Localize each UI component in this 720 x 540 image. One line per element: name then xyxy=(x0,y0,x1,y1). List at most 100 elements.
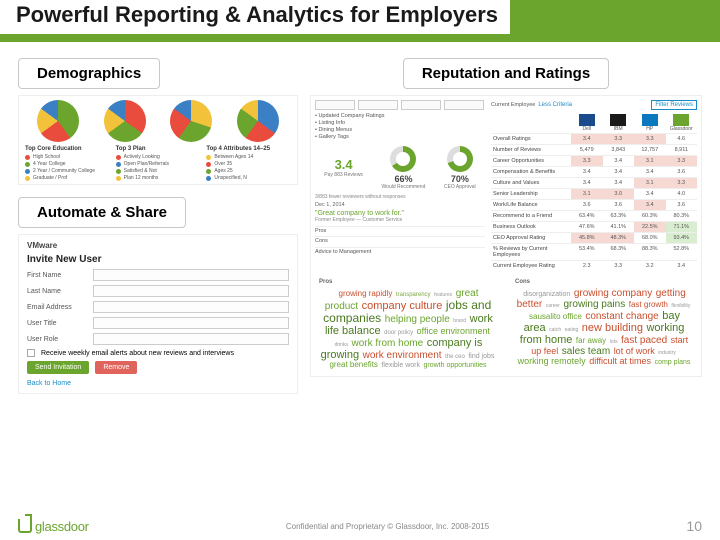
back-link[interactable]: Back to Home xyxy=(27,380,289,387)
wordcloud-word: career xyxy=(546,303,560,309)
legend-column: Top 4 Attributes 14–25Between Ages 14Ove… xyxy=(206,146,291,182)
metric-cell: 3.4 xyxy=(571,166,603,177)
text-input[interactable] xyxy=(93,333,289,345)
legend-item: Actively Looking xyxy=(116,154,201,160)
metric-cell: 3.3 xyxy=(603,133,635,144)
wordcloud-word: the ceo xyxy=(445,354,465,360)
metric-label: Business Outlook xyxy=(491,221,571,232)
review-section-label: Pros xyxy=(315,226,485,237)
wordcloud-word: working remotely xyxy=(518,356,586,366)
send-invitation-button[interactable]: Send Invitation xyxy=(27,361,89,374)
legend-dot xyxy=(25,155,30,160)
filter-reviews-button[interactable]: Filter Reviews xyxy=(651,100,697,110)
legend-text: High School xyxy=(33,154,60,160)
legend-dot xyxy=(25,169,30,174)
filter-select-1[interactable] xyxy=(315,100,355,110)
wordcloud-word: features xyxy=(434,292,452,298)
filter-select-3[interactable] xyxy=(401,100,441,110)
field-label: Last Name xyxy=(27,288,87,295)
legend-dot xyxy=(116,176,121,181)
demographics-legends: Top Core EducationHigh School4 Year Coll… xyxy=(25,146,291,182)
stat-block: 3.4Pay 883 Reviews xyxy=(324,157,363,178)
legend-item: Satisfied & Not xyxy=(116,168,201,174)
stat-sub: Pay 883 Reviews xyxy=(324,172,363,178)
filter-employee-label: Current Employee xyxy=(491,102,535,108)
demographics-panel: Top Core EducationHigh School4 Year Coll… xyxy=(18,95,298,185)
legend-item: 2 Year / Community College xyxy=(25,168,110,174)
metric-label: Culture and Values xyxy=(491,177,571,188)
wordcloud-word: company culture xyxy=(362,300,443,312)
wordcloud-word: industry xyxy=(658,350,676,356)
reputation-right: DellIBMHPGlassdoorOverall Ratings3.43.33… xyxy=(491,113,697,271)
metric-cell: 3.4 xyxy=(603,166,635,177)
stat-value: 66% xyxy=(382,174,426,184)
demographics-label: Demographics xyxy=(18,58,160,89)
legend-dot xyxy=(116,155,121,160)
text-input[interactable] xyxy=(93,317,289,329)
metric-cell: 3.0 xyxy=(603,188,635,199)
wordcloud-row: Pros growing rapidly transparency featur… xyxy=(315,277,697,372)
alerts-checkbox[interactable] xyxy=(27,349,35,357)
company-header: Glassdoor xyxy=(666,113,698,133)
filter-select-4[interactable] xyxy=(444,100,484,110)
wordcloud-word: door policy xyxy=(384,330,413,336)
legend-title: Top 3 Plan xyxy=(116,146,201,152)
metric-cell: 63.4% xyxy=(571,210,603,221)
metric-cell: 3.6 xyxy=(666,166,698,177)
field-label: User Role xyxy=(27,336,87,343)
text-input[interactable] xyxy=(93,301,289,313)
wordcloud-word: office environment xyxy=(417,326,490,336)
legend-title: Top Core Education xyxy=(25,146,110,152)
wordcloud-word: growing company xyxy=(574,288,652,299)
metric-cell: 3.1 xyxy=(634,177,666,188)
wordcloud-word: fast growth xyxy=(629,300,668,309)
metric-cell: 68.3% xyxy=(603,243,635,260)
metric-label: % Reviews by Current Employees xyxy=(491,243,571,260)
footer: glassdoor Confidential and Proprietary ©… xyxy=(0,518,720,534)
pie-chart xyxy=(237,100,279,142)
metric-cell: 2.3 xyxy=(571,260,603,271)
metric-cell: 88.3% xyxy=(634,243,666,260)
content-grid: Demographics Top Core Education High Scho… xyxy=(0,42,720,394)
metric-cell: 3.4 xyxy=(634,199,666,210)
legend-item: High School xyxy=(25,154,110,160)
legend-text: Plan 12 months xyxy=(124,175,159,181)
stat-sub: Would Recommend xyxy=(382,184,426,190)
metric-cell: 3.2 xyxy=(634,260,666,271)
metric-label: Current Employee Rating xyxy=(491,260,571,271)
pie-chart xyxy=(170,100,212,142)
metric-cell: 3.6 xyxy=(666,199,698,210)
metric-cell: 53.4% xyxy=(571,243,603,260)
wordcloud-word: flexible work xyxy=(381,362,420,369)
metric-cell: 3.3 xyxy=(603,260,635,271)
metric-label: Overall Ratings xyxy=(491,133,571,144)
legend-item: Unspecified, N xyxy=(206,175,291,181)
right-column: Reputation and Ratings Current Employee … xyxy=(310,58,702,394)
wordcloud-word: comp plans xyxy=(655,359,691,366)
filter-select-2[interactable] xyxy=(358,100,398,110)
stat-block: 66%Would Recommend xyxy=(382,146,426,190)
metric-cell: 3.4 xyxy=(571,177,603,188)
metric-cell: 4.6 xyxy=(666,133,698,144)
wordcloud-word: lot of work xyxy=(614,346,655,356)
wordcloud-word: helping people xyxy=(385,314,450,325)
company-name: HP xyxy=(635,126,665,132)
metric-cell: 3.1 xyxy=(634,155,666,166)
wordcloud-word: new building xyxy=(582,322,643,334)
less-criteria-link[interactable]: Less Criteria xyxy=(538,102,572,108)
metric-cell: 5,479 xyxy=(571,144,603,155)
text-input[interactable] xyxy=(93,285,289,297)
metric-cell: 71.1% xyxy=(666,221,698,232)
automate-section: Automate & Share VMware Invite New User … xyxy=(18,197,298,394)
remove-button[interactable]: Remove xyxy=(95,361,137,374)
metric-cell: 22.5% xyxy=(634,221,666,232)
metric-cell: 3.3 xyxy=(666,155,698,166)
metric-cell: 52.8% xyxy=(666,243,698,260)
wordcloud-word: growing rapidly xyxy=(339,289,393,298)
legend-text: 2 Year / Community College xyxy=(33,168,95,174)
comparison-table: DellIBMHPGlassdoorOverall Ratings3.43.33… xyxy=(491,113,697,271)
text-input[interactable] xyxy=(93,269,289,281)
metric-cell: 48.3% xyxy=(603,232,635,243)
legend-dot xyxy=(25,176,30,181)
stat-sub: CEO Approval xyxy=(444,184,476,190)
